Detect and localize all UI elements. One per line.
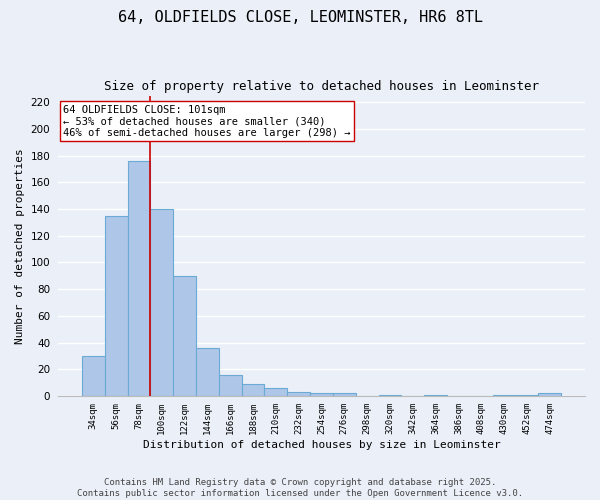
Bar [424, 394, 447, 396]
Bar [173, 276, 196, 396]
X-axis label: Distribution of detached houses by size in Leominster: Distribution of detached houses by size … [143, 440, 500, 450]
Y-axis label: Number of detached properties: Number of detached properties [15, 148, 25, 344]
Bar [82, 356, 105, 396]
Bar [151, 209, 173, 396]
Text: 64, OLDFIELDS CLOSE, LEOMINSTER, HR6 8TL: 64, OLDFIELDS CLOSE, LEOMINSTER, HR6 8TL [118, 10, 482, 25]
Text: 64 OLDFIELDS CLOSE: 101sqm
← 53% of detached houses are smaller (340)
46% of sem: 64 OLDFIELDS CLOSE: 101sqm ← 53% of deta… [63, 104, 351, 138]
Bar [219, 374, 242, 396]
Bar [538, 394, 561, 396]
Bar [310, 394, 333, 396]
Bar [242, 384, 265, 396]
Bar [379, 394, 401, 396]
Text: Contains HM Land Registry data © Crown copyright and database right 2025.
Contai: Contains HM Land Registry data © Crown c… [77, 478, 523, 498]
Bar [196, 348, 219, 396]
Bar [287, 392, 310, 396]
Bar [515, 394, 538, 396]
Bar [105, 216, 128, 396]
Bar [493, 394, 515, 396]
Bar [265, 388, 287, 396]
Bar [333, 394, 356, 396]
Bar [128, 161, 151, 396]
Title: Size of property relative to detached houses in Leominster: Size of property relative to detached ho… [104, 80, 539, 93]
